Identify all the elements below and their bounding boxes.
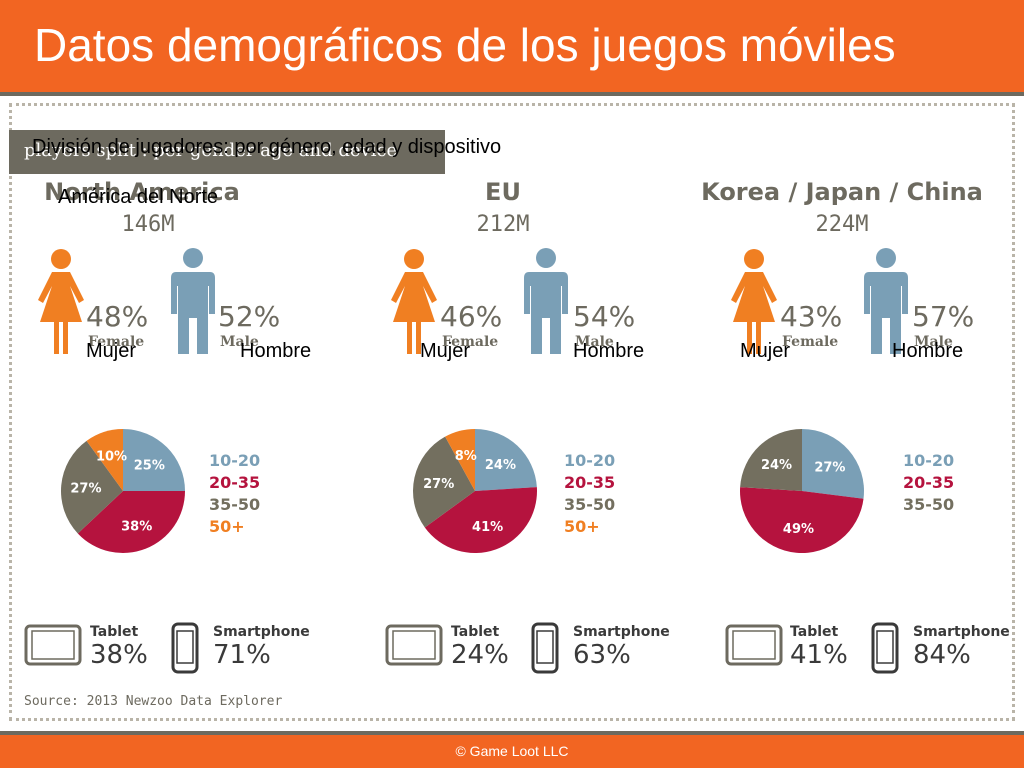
subtitle-original-text: players split : per gender age and devic… <box>24 140 398 161</box>
legend-item-10-20: 10-20 <box>209 451 261 470</box>
subtitle-overlay-text: División de jugadores: por género, edad … <box>32 136 502 158</box>
male-label-overlay: Hombre <box>892 340 964 362</box>
pie-value-label: 8% <box>455 449 477 464</box>
tablet-icon <box>385 624 443 666</box>
smartphone-icon <box>871 622 899 674</box>
pie-slice-10-20 <box>475 429 537 491</box>
legend-item-35-50: 35-50 <box>564 495 616 514</box>
smartphone-icon <box>171 622 199 674</box>
legend-item-20-35: 20-35 <box>903 473 955 492</box>
pie-value-label: 25% <box>134 459 165 474</box>
region-players-north-america: 146M <box>121 212 175 237</box>
pie-value-label: 24% <box>761 458 792 473</box>
age-pie-chart: 24% 41% 27%8% <box>413 429 537 553</box>
male-percent: 57% <box>912 300 975 333</box>
tablet-icon <box>24 624 82 666</box>
tablet-label: Tablet <box>90 624 139 640</box>
male-label-overlay: Hombre <box>240 340 312 362</box>
legend-item-35-50: 35-50 <box>903 495 955 514</box>
pie-slice-20-35 <box>77 491 185 553</box>
female-label: Female <box>88 334 145 350</box>
pie-value-label: 49% <box>783 522 814 537</box>
female-figure-icon <box>731 249 777 354</box>
header-divider <box>0 92 1024 96</box>
female-figure-icon <box>38 249 84 354</box>
pie-slice-35-50 <box>61 440 123 534</box>
male-label: Male <box>220 334 259 350</box>
male-percent: 54% <box>573 300 636 333</box>
female-figure-icon <box>391 249 437 354</box>
tablet-icon <box>725 624 783 666</box>
region-name-overlay-north-america: América del Norte <box>58 186 219 208</box>
pie-value-label: 41% <box>472 520 503 535</box>
female-percent: 43% <box>780 300 843 333</box>
female-label: Female <box>782 334 839 350</box>
pie-value-label: 27% <box>70 481 101 496</box>
legend-item-10-20: 10-20 <box>564 451 616 470</box>
pie-value-label: 10% <box>96 450 127 465</box>
pie-slice-35-50 <box>413 436 475 528</box>
pie-slice-10-20 <box>123 429 185 491</box>
male-figure-icon <box>864 248 908 354</box>
tablet-label: Tablet <box>451 624 500 640</box>
female-percent: 46% <box>440 300 503 333</box>
age-pie-chart: 25% 38% 27% 10% <box>61 429 185 553</box>
smartphone-percent: 71% <box>213 640 271 670</box>
male-percent: 52% <box>218 300 281 333</box>
region-players-korea-japan-china: 224M <box>815 212 869 237</box>
legend-item-50-plus: 50+ <box>209 517 245 536</box>
header-bar: Datos demográficos de los juegos móviles <box>0 0 1024 92</box>
smartphone-label: Smartphone <box>913 624 1010 640</box>
region-name-north-america: North America <box>44 178 240 206</box>
smartphone-icon <box>531 622 559 674</box>
female-label-overlay: Mujer <box>740 340 791 362</box>
female-percent: 48% <box>86 300 149 333</box>
tablet-percent: 41% <box>790 640 848 670</box>
footer-bar: © Game Loot LLC <box>0 735 1024 768</box>
male-figure-icon <box>524 248 568 354</box>
male-figure-icon <box>171 248 215 354</box>
smartphone-label: Smartphone <box>213 624 310 640</box>
region-name-korea-japan-china: Korea / Japan / China <box>701 178 983 206</box>
region-name-eu: EU <box>485 178 521 206</box>
pie-value-label: 24% <box>485 458 516 473</box>
region-players-eu: 212M <box>476 212 530 237</box>
legend-item-10-20: 10-20 <box>903 451 955 470</box>
subtitle-banner <box>9 130 445 174</box>
tablet-percent: 24% <box>451 640 509 670</box>
tablet-label: Tablet <box>790 624 839 640</box>
legend-item-20-35: 20-35 <box>209 473 261 492</box>
age-pie-chart: 27% 49% 24% <box>740 429 864 553</box>
pie-value-label: 38% <box>121 520 152 535</box>
pie-value-label: 27% <box>814 460 845 475</box>
infographic-frame <box>9 103 1015 721</box>
pie-value-label: 27% <box>423 477 454 492</box>
pie-slice-20-35 <box>424 487 537 553</box>
male-label: Male <box>914 334 953 350</box>
legend-item-20-35: 20-35 <box>564 473 616 492</box>
pie-slice-20-35 <box>740 487 864 553</box>
copyright-text: © Game Loot LLC <box>455 743 569 759</box>
female-label-overlay: Mujer <box>420 340 471 362</box>
pie-slice-35-50 <box>740 429 802 491</box>
smartphone-percent: 63% <box>573 640 631 670</box>
legend-item-35-50: 35-50 <box>209 495 261 514</box>
female-label: Female <box>442 334 499 350</box>
legend-item-50-plus: 50+ <box>564 517 600 536</box>
smartphone-label: Smartphone <box>573 624 670 640</box>
pie-slice-10-20 <box>802 429 864 499</box>
male-label: Male <box>575 334 614 350</box>
pie-slice-50-plus <box>445 429 475 491</box>
source-note: Source: 2013 Newzoo Data Explorer <box>24 694 283 709</box>
smartphone-percent: 84% <box>913 640 971 670</box>
female-label-overlay: Mujer <box>86 340 137 362</box>
footer-divider <box>0 731 1024 735</box>
pie-slice-50-plus <box>86 429 123 491</box>
tablet-percent: 38% <box>90 640 148 670</box>
male-label-overlay: Hombre <box>573 340 645 362</box>
page-title: Datos demográficos de los juegos móviles <box>34 19 896 71</box>
